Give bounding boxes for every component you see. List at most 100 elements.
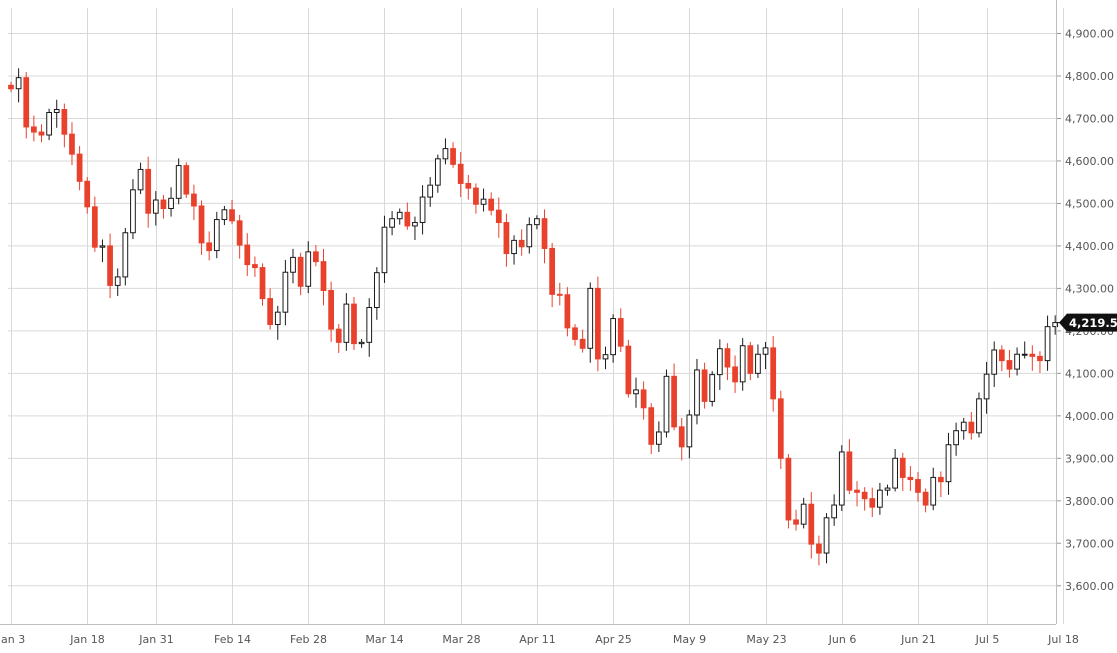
candle	[976, 392, 982, 438]
candle-body	[640, 389, 647, 409]
candle	[457, 152, 464, 198]
candle	[816, 535, 822, 566]
candle	[633, 377, 639, 408]
candle-body	[8, 84, 14, 90]
x-tick-label: Jan 3	[0, 633, 25, 646]
candle-body	[252, 264, 258, 269]
candle	[122, 228, 129, 286]
candle-body	[236, 220, 243, 246]
x-tick-label: Apr 25	[595, 633, 632, 646]
candle-body	[678, 426, 685, 448]
candle-body	[259, 267, 266, 300]
candle	[23, 72, 30, 139]
candle	[290, 248, 296, 284]
candle	[640, 381, 647, 420]
candle-body	[564, 294, 571, 329]
candle-body	[732, 366, 738, 383]
candle	[732, 355, 738, 393]
candle-body	[442, 148, 449, 160]
candle-body	[617, 318, 624, 347]
candle	[823, 513, 830, 564]
candle	[145, 156, 152, 228]
candle-body	[556, 293, 563, 296]
candle-body	[587, 287, 594, 349]
candle-body	[785, 457, 792, 521]
candle-body	[739, 345, 746, 383]
candle	[404, 202, 411, 230]
candle	[427, 177, 434, 207]
candle-body	[76, 153, 83, 182]
y-tick-label: 4,100.00	[1065, 367, 1114, 380]
x-tick-label: May 9	[673, 633, 706, 646]
candle-body	[114, 276, 121, 286]
candle	[389, 211, 395, 236]
candle-body	[213, 219, 220, 252]
candle-body	[663, 375, 670, 433]
candle	[69, 122, 75, 166]
candle-body	[99, 245, 106, 248]
x-tick-label: May 23	[746, 633, 786, 646]
candle-body	[823, 517, 830, 554]
candle-body	[396, 211, 403, 220]
candle-body	[381, 226, 388, 274]
candle-body	[595, 287, 601, 360]
candle-body	[328, 290, 334, 330]
candle-body	[534, 218, 540, 226]
candle	[8, 81, 14, 93]
candle	[930, 467, 937, 511]
candle-body	[91, 206, 98, 248]
candle	[953, 422, 959, 456]
x-tick-label: Jun 21	[900, 633, 936, 646]
candle	[915, 471, 921, 502]
candle	[595, 276, 601, 372]
candle	[617, 308, 624, 353]
candle-body	[38, 131, 45, 136]
candle-body	[358, 341, 365, 345]
candle	[198, 200, 205, 255]
candle-body	[457, 163, 464, 184]
candle	[785, 454, 792, 529]
candle	[168, 187, 174, 217]
candle	[343, 293, 350, 351]
candle	[15, 68, 22, 103]
y-tick-label: 4,300.00	[1065, 282, 1114, 295]
candle	[114, 268, 121, 297]
candle-body	[526, 224, 533, 248]
candle	[968, 412, 975, 440]
candle	[434, 154, 441, 193]
candle	[274, 305, 281, 340]
candle-body	[297, 256, 304, 287]
y-tick-label: 3,700.00	[1065, 537, 1114, 550]
candle-body	[1006, 360, 1013, 370]
candle	[808, 491, 815, 559]
candle	[107, 233, 113, 299]
candle-body	[389, 218, 395, 228]
candle-body	[960, 421, 967, 432]
candle-body	[808, 503, 815, 545]
candle	[579, 329, 586, 353]
candle-body	[221, 209, 228, 221]
candle-body	[84, 180, 91, 208]
candle-body	[152, 199, 159, 214]
candle-body	[373, 272, 380, 309]
candle-body	[191, 193, 197, 207]
candle	[556, 282, 563, 306]
x-tick-label: Jan 31	[138, 633, 173, 646]
candle	[686, 409, 693, 459]
candle-body	[412, 222, 418, 227]
candle	[854, 481, 860, 507]
candle	[884, 484, 891, 496]
candle	[450, 142, 456, 168]
candle-body	[762, 347, 769, 355]
candle	[465, 174, 472, 200]
candle-body	[694, 369, 700, 416]
last-price-badge	[1059, 313, 1117, 332]
candle	[755, 344, 761, 379]
candle-body	[945, 444, 952, 483]
candle-body	[869, 498, 876, 508]
candle	[160, 194, 167, 219]
candle-body	[930, 476, 937, 506]
candle	[724, 343, 731, 381]
candle	[236, 214, 243, 259]
candle	[213, 211, 220, 259]
